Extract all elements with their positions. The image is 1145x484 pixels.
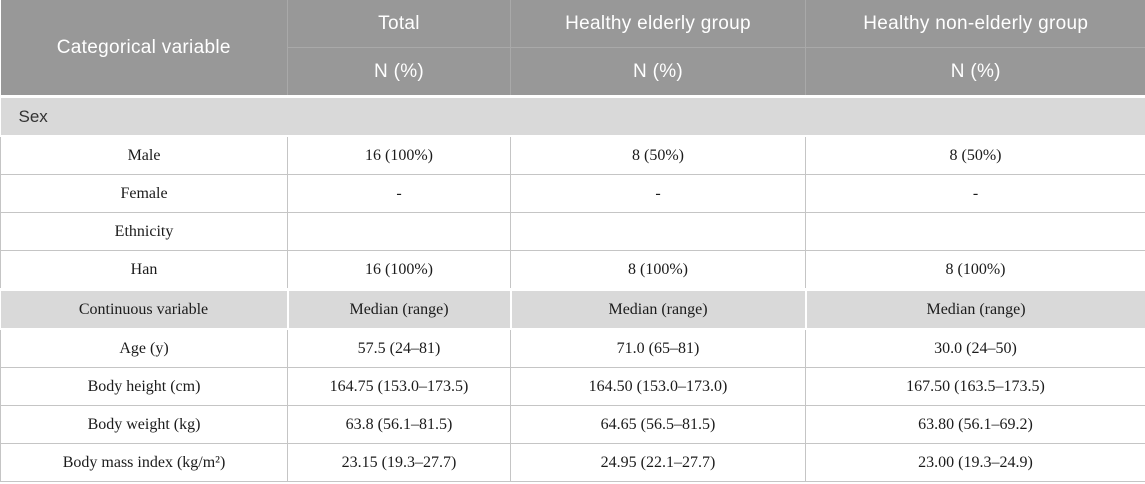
table-body: Sex Male 16 (100%) 8 (50%) 8 (50%) Femal… xyxy=(0,95,1145,482)
table-row-ethnicity: Ethnicity xyxy=(0,212,1145,251)
value-cell: 164.75 (153.0–173.5) xyxy=(287,367,511,406)
header-non-elderly-n-pct: N (%) xyxy=(805,47,1145,97)
table-row-age: Age (y) 57.5 (24–81) 71.0 (65–81) 30.0 (… xyxy=(0,328,1145,368)
subheader-median-range: Median (range) xyxy=(509,288,807,330)
header-row-groups: Categorical variable Total Healthy elder… xyxy=(0,0,1145,97)
value-cell: 23.00 (19.3–24.9) xyxy=(805,443,1145,482)
value-cell xyxy=(805,212,1145,251)
section-row-continuous-variable: Continuous variable Median (range) Media… xyxy=(0,288,1145,330)
row-label: Ethnicity xyxy=(0,212,288,251)
subheader-median-range: Median (range) xyxy=(286,288,512,330)
value-cell xyxy=(287,212,511,251)
row-label: Han xyxy=(0,250,288,290)
header-healthy-elderly-group: Healthy elderly group xyxy=(510,0,806,48)
row-label: Body height (cm) xyxy=(0,367,288,406)
row-label: Body mass index (kg/m²) xyxy=(0,443,288,482)
table-row-body-mass-index: Body mass index (kg/m²) 23.15 (19.3–27.7… xyxy=(0,443,1145,482)
value-cell: 24.95 (22.1–27.7) xyxy=(510,443,806,482)
value-cell xyxy=(510,212,806,251)
value-cell: 8 (50%) xyxy=(805,135,1145,175)
value-cell: 16 (100%) xyxy=(287,135,511,175)
value-cell: - xyxy=(510,174,806,213)
value-cell: - xyxy=(805,174,1145,213)
row-label: Age (y) xyxy=(0,328,288,368)
header-categorical-variable: Categorical variable xyxy=(0,0,288,97)
header-elderly-n-pct: N (%) xyxy=(510,47,806,97)
row-label: Male xyxy=(0,135,288,175)
table-row-body-weight: Body weight (kg) 63.8 (56.1–81.5) 64.65 … xyxy=(0,405,1145,444)
value-cell: 30.0 (24–50) xyxy=(805,328,1145,368)
value-cell: 57.5 (24–81) xyxy=(287,328,511,368)
table-row-han: Han 16 (100%) 8 (100%) 8 (100%) xyxy=(0,250,1145,290)
value-cell: 63.80 (56.1–69.2) xyxy=(805,405,1145,444)
section-label-continuous-variable: Continuous variable xyxy=(0,288,289,330)
header-healthy-non-elderly-group: Healthy non-elderly group xyxy=(805,0,1145,48)
value-cell: 23.15 (19.3–27.7) xyxy=(287,443,511,482)
value-cell: 167.50 (163.5–173.5) xyxy=(805,367,1145,406)
table-header: Categorical variable Total Healthy elder… xyxy=(0,0,1145,97)
section-row-sex: Sex xyxy=(0,95,1145,137)
subheader-median-range: Median (range) xyxy=(804,288,1145,330)
value-cell: 71.0 (65–81) xyxy=(510,328,806,368)
value-cell: 8 (100%) xyxy=(510,250,806,290)
value-cell: 16 (100%) xyxy=(287,250,511,290)
table-row-female: Female - - - xyxy=(0,174,1145,213)
value-cell: 8 (50%) xyxy=(510,135,806,175)
section-label-sex: Sex xyxy=(0,95,1145,137)
row-label: Body weight (kg) xyxy=(0,405,288,444)
value-cell: - xyxy=(287,174,511,213)
table-row-body-height: Body height (cm) 164.75 (153.0–173.5) 16… xyxy=(0,367,1145,406)
value-cell: 164.50 (153.0–173.0) xyxy=(510,367,806,406)
value-cell: 63.8 (56.1–81.5) xyxy=(287,405,511,444)
value-cell: 64.65 (56.5–81.5) xyxy=(510,405,806,444)
row-label: Female xyxy=(0,174,288,213)
header-total-n-pct: N (%) xyxy=(287,47,511,97)
value-cell: 8 (100%) xyxy=(805,250,1145,290)
table-row-male: Male 16 (100%) 8 (50%) 8 (50%) xyxy=(0,135,1145,175)
header-total: Total xyxy=(287,0,511,48)
